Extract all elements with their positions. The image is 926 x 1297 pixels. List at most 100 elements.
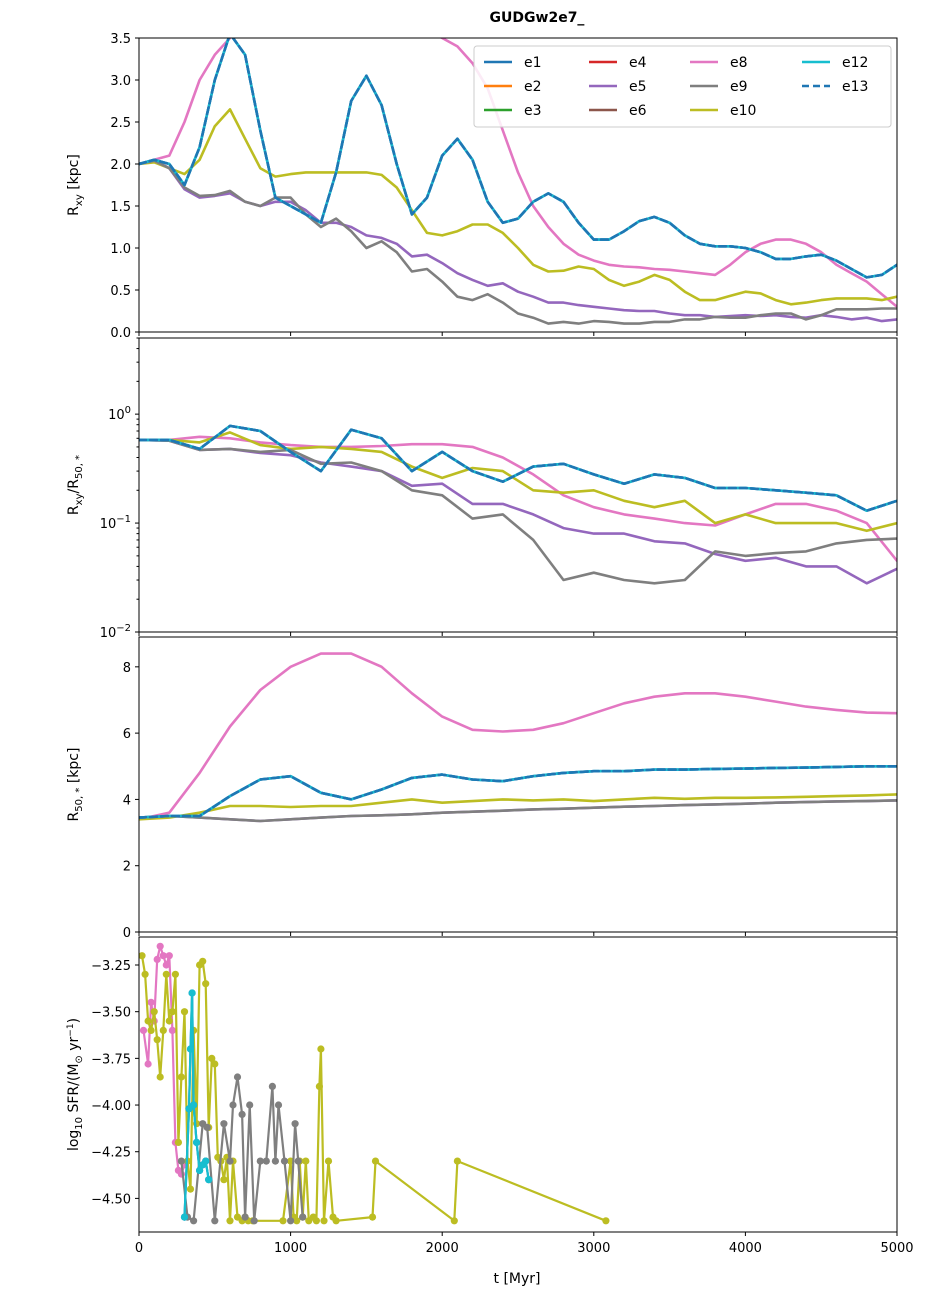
y-tick-label: −3.50 [91, 1006, 131, 1021]
data-point-e10 [150, 1008, 158, 1016]
data-point-e8 [159, 952, 167, 960]
y-tick-label: −4.25 [91, 1146, 131, 1161]
data-point-e10 [186, 1185, 195, 1193]
data-point-e9 [262, 1157, 270, 1165]
data-point-e10 [315, 1082, 323, 1090]
legend-label-e1: e1 [524, 55, 542, 71]
legend-label-e9: e9 [730, 79, 748, 95]
y-tick-label: 1.0 [110, 242, 131, 257]
data-point-e10 [293, 1217, 301, 1225]
data-point-e9 [211, 1217, 219, 1225]
data-point-e12 [188, 989, 196, 997]
x-axis-label: t [Myr] [494, 1271, 541, 1287]
panel-r50: 0 2 4 6 8 R50, * [kpc] [66, 636, 898, 941]
y-tick-label: 100 [108, 405, 131, 423]
y-tick-label: 2 [123, 860, 131, 875]
data-point-e8 [165, 952, 173, 960]
data-point-e10 [220, 1176, 228, 1184]
data-point-e9 [177, 1157, 185, 1165]
legend-label-e5: e5 [629, 79, 647, 95]
series-line-e12 [139, 424, 897, 513]
y-tick-label: 1.5 [110, 200, 131, 215]
data-point-e10 [139, 952, 146, 960]
axes-frame [138, 636, 898, 933]
data-point-e10 [317, 1045, 325, 1053]
y-tick-label: −3.75 [91, 1052, 131, 1067]
data-point-e9 [246, 1101, 254, 1109]
legend-label-e4: e4 [629, 55, 647, 71]
data-point-e9 [229, 1101, 237, 1109]
axes-frame [138, 337, 898, 633]
y-tick-label: 0.0 [110, 326, 131, 341]
axes-frame [138, 936, 898, 1233]
y-tick-label: 3.5 [110, 32, 131, 47]
data-point-e9 [256, 1157, 264, 1165]
x-tick-label: 3000 [577, 1241, 610, 1256]
series-line-e1 [139, 424, 897, 513]
legend-label-e12: e12 [842, 55, 868, 71]
data-point-e8 [153, 955, 161, 964]
y-tick-label: −4.00 [91, 1099, 131, 1114]
series-line-e8 [139, 38, 897, 309]
series-line-e13 [139, 424, 897, 513]
y-axis-label: R50, * [kpc] [66, 748, 85, 822]
series-line-e9 [139, 159, 897, 325]
data-point-e9 [250, 1217, 258, 1225]
data-point-e10 [312, 1217, 320, 1225]
data-point-e10 [324, 1157, 333, 1165]
data-point-e9 [280, 1157, 289, 1165]
x-tick-label: 4000 [729, 1241, 762, 1256]
data-point-e8 [168, 1026, 176, 1034]
data-point-e10 [208, 1054, 216, 1062]
x-tick-label: 2000 [426, 1241, 459, 1256]
data-point-e10 [156, 1073, 164, 1081]
legend-label-e3: e3 [524, 103, 542, 119]
panel-rxy: 0.0 0.5 1.0 1.5 2.0 2.5 3.0 3.5 Rxy [kpc] [66, 32, 898, 341]
panel-sfr: 0 1000 2000 3000 4000 5000 −4.50 −4.25 −4.00 −3.7… [66, 936, 914, 1256]
y-tick-label: 10−2 [100, 623, 131, 641]
legend-box [473, 45, 892, 128]
data-point-e8 [147, 998, 155, 1006]
series-line-e10 [139, 108, 897, 306]
legend-label-e2: e2 [524, 79, 542, 95]
legend-label-e6: e6 [629, 103, 647, 119]
x-tick-label: 1000 [274, 1241, 307, 1256]
data-point-e9 [294, 1157, 302, 1165]
data-point-e10 [174, 1138, 182, 1146]
data-point-e10 [171, 970, 179, 978]
data-point-e10 [226, 1217, 234, 1225]
data-point-e10 [168, 1008, 176, 1016]
data-point-e10 [368, 1213, 377, 1221]
y-axis-label: log10 SFR/(M⊙ yr−1) [66, 1018, 85, 1151]
data-point-e12 [180, 1213, 189, 1221]
series-group [139, 424, 897, 585]
y-tick-label: −4.50 [91, 1192, 131, 1207]
data-point-e9 [271, 1157, 279, 1165]
y-tick-label: 8 [123, 661, 131, 676]
series-line-e10 [139, 431, 897, 533]
data-point-e10 [602, 1217, 610, 1225]
data-point-e10 [144, 1017, 152, 1025]
series-group [139, 652, 897, 823]
data-point-e10 [165, 1017, 173, 1025]
y-axis-label: Rxy [kpc] [66, 154, 85, 216]
data-point-e9 [291, 1120, 299, 1128]
data-point-e10 [279, 1217, 287, 1225]
data-point-e10 [450, 1217, 458, 1225]
y-tick-label: 6 [123, 727, 131, 742]
data-point-e10 [302, 1157, 310, 1165]
data-point-e9 [226, 1157, 234, 1165]
data-point-e8 [144, 1060, 152, 1068]
series-line-e10 [139, 793, 897, 821]
data-point-e9 [287, 1217, 295, 1225]
data-point-e12 [202, 1157, 210, 1165]
data-point-e9 [233, 1073, 242, 1081]
data-point-e9 [220, 1120, 228, 1128]
data-point-e9 [241, 1213, 249, 1221]
data-point-e10 [371, 1157, 380, 1165]
x-tick-label: 5000 [880, 1241, 913, 1256]
data-point-e10 [453, 1157, 461, 1165]
x-tick-label: 0 [135, 1241, 143, 1256]
data-point-e10 [153, 1036, 161, 1044]
